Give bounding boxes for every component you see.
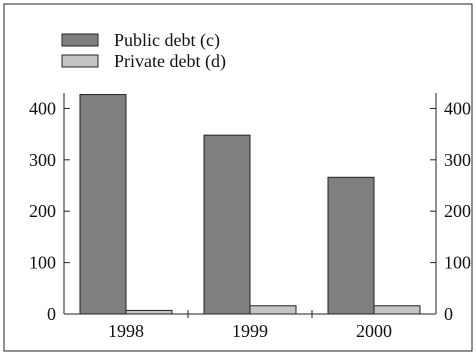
bar-private-1999 (249, 305, 297, 315)
bar-public-2000 (327, 176, 375, 315)
x-tick-label: 1998 (108, 321, 144, 341)
y-tick-label-left: 400 (29, 98, 56, 118)
bar-private-2000 (373, 305, 421, 315)
legend-swatch (61, 54, 99, 68)
legend-swatch (61, 33, 99, 47)
bars (79, 94, 421, 315)
x-tick-label: 2000 (356, 321, 392, 341)
bar-public-1999 (203, 134, 251, 315)
y-tick-label-left: 100 (29, 253, 56, 273)
y-tick-label-right: 200 (444, 201, 471, 221)
y-tick-label-left: 200 (29, 201, 56, 221)
y-tick-label-right: 400 (444, 98, 471, 118)
y-tick-label-right: 0 (444, 304, 453, 324)
y-tick-label-left: 0 (47, 304, 56, 324)
axes: 0 0 100 100 200 200 300 300 400 400 1998 1999 2000 (29, 93, 471, 341)
legend-label: Public debt (c) (114, 30, 220, 51)
x-tick-label: 1999 (232, 321, 268, 341)
bar-public-1998 (79, 94, 127, 315)
legend-label: Private debt (d) (114, 51, 226, 72)
bar-private-1998 (125, 309, 173, 315)
y-tick-label-right: 100 (444, 253, 471, 273)
y-tick-label-left: 300 (29, 150, 56, 170)
legend: Public debt (c)Private debt (d) (61, 30, 226, 72)
y-tick-label-right: 300 (444, 150, 471, 170)
chart-frame (3, 3, 473, 352)
